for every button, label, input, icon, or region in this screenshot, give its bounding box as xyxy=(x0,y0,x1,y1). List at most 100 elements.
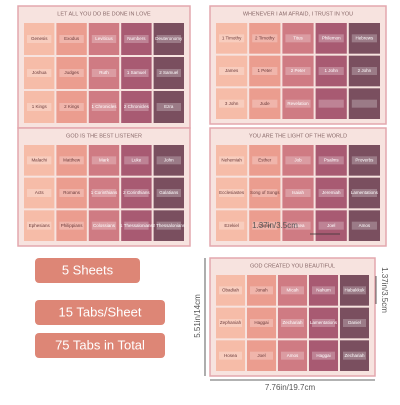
tab xyxy=(216,210,248,241)
tab xyxy=(282,55,314,87)
tab xyxy=(249,23,281,54)
sheet-title: LET ALL YOU DO BE DONE IN LOVE xyxy=(57,11,151,17)
tab-label: Daniel xyxy=(258,223,271,228)
tab xyxy=(56,210,87,241)
tab-label-box xyxy=(156,221,181,230)
tab-label-box xyxy=(318,34,344,43)
tab-label: Joel xyxy=(327,223,335,228)
tab-label-box xyxy=(27,221,52,230)
tab-label: James xyxy=(225,68,239,73)
tab xyxy=(216,55,248,87)
sheet-title: WHENEVER I AM AFRAID, I TRUST IN YOU xyxy=(243,11,353,17)
tab-label-box xyxy=(351,99,377,108)
tab xyxy=(348,88,380,119)
tab-label: 1 Kings xyxy=(32,104,48,109)
tab xyxy=(309,307,338,339)
tab-label-box xyxy=(252,156,278,165)
tab-label: Esther xyxy=(258,158,272,163)
tab-label: Philemon xyxy=(322,36,341,41)
tab xyxy=(315,145,347,176)
tab xyxy=(249,210,281,241)
tab xyxy=(282,210,314,241)
tab xyxy=(153,177,184,209)
dim-sheet-height: 5.51in/14cm xyxy=(193,294,202,338)
tab-label: Zephaniah xyxy=(220,320,242,325)
tab xyxy=(309,275,338,306)
tab-label: Zechariah xyxy=(282,320,303,325)
tab-label-box xyxy=(91,156,117,165)
tab xyxy=(249,177,281,209)
tab xyxy=(247,340,276,371)
tab-label-box xyxy=(250,351,273,360)
tab xyxy=(315,23,347,54)
tab xyxy=(216,275,245,306)
tab-label-box xyxy=(219,34,245,43)
tab xyxy=(282,23,314,54)
tab-label-box xyxy=(59,156,84,165)
tab-label: Acts xyxy=(35,190,45,195)
tab-label-box xyxy=(285,156,311,165)
tab-label: 2 Thessalonians xyxy=(152,223,185,228)
tab xyxy=(340,340,369,371)
tab-label-box xyxy=(59,189,84,197)
tab-label: 2 Samuel xyxy=(159,70,178,75)
tab xyxy=(24,91,55,123)
tab-label: 1 Chronicles xyxy=(91,104,117,109)
tab-label-box xyxy=(281,286,304,295)
tab xyxy=(88,23,120,55)
tab-label-box xyxy=(285,67,311,75)
tab xyxy=(348,145,380,176)
tab xyxy=(24,177,55,209)
tab xyxy=(309,340,338,371)
tab xyxy=(56,145,87,176)
tab-label-box xyxy=(219,351,242,360)
tab-label: Jude xyxy=(260,101,270,106)
badge-text: 15 Tabs/Sheet xyxy=(59,304,142,319)
tab-label-box xyxy=(156,69,181,77)
tab-label: Philippians xyxy=(61,223,84,228)
badge-text: 5 Sheets xyxy=(62,262,114,277)
tab-label: Isaiah xyxy=(292,190,305,195)
tab-label-box xyxy=(351,189,377,197)
tab-label-box xyxy=(250,286,273,295)
tab-label-box xyxy=(312,286,335,295)
tab xyxy=(153,23,184,55)
tab-label-box xyxy=(312,319,335,327)
tab-label: John xyxy=(164,158,174,163)
tab-label: 2 Timothy xyxy=(255,36,275,41)
tab xyxy=(315,210,347,241)
tab xyxy=(216,23,248,54)
tab-label-box xyxy=(285,221,311,230)
tab-label-box xyxy=(27,69,52,77)
tab-label: Daniel xyxy=(348,320,361,325)
tab-label-box xyxy=(351,34,377,43)
tab xyxy=(153,210,184,241)
tab xyxy=(249,55,281,87)
tab-label-box xyxy=(27,103,52,111)
tab-label-box xyxy=(91,69,117,77)
tab xyxy=(340,307,369,339)
tab xyxy=(88,145,120,176)
tab-label-box xyxy=(59,35,84,43)
tab xyxy=(315,55,347,87)
tab-label-box xyxy=(59,103,84,111)
tab xyxy=(249,145,281,176)
tab xyxy=(249,88,281,119)
tab-label: Numbers xyxy=(127,36,146,41)
tab-label: Joel xyxy=(257,353,265,358)
tab xyxy=(24,145,55,176)
badge xyxy=(35,300,165,325)
tab xyxy=(315,88,347,119)
dim-tab-height: 1.37in/3.5cm xyxy=(380,267,389,313)
tab xyxy=(56,23,87,55)
tab-label: Lamentations xyxy=(310,320,338,325)
tab-label-box xyxy=(318,156,344,165)
tab xyxy=(121,91,152,123)
tab-label: Hosea xyxy=(291,223,305,228)
tab-label: Hebrews xyxy=(356,36,375,41)
tab-label: Exodus xyxy=(64,36,80,41)
tab-label: Jonah xyxy=(255,288,268,293)
tab-label: Ezekiel xyxy=(224,223,239,228)
tab xyxy=(88,91,120,123)
tab-label: Nehemiah xyxy=(221,158,242,163)
